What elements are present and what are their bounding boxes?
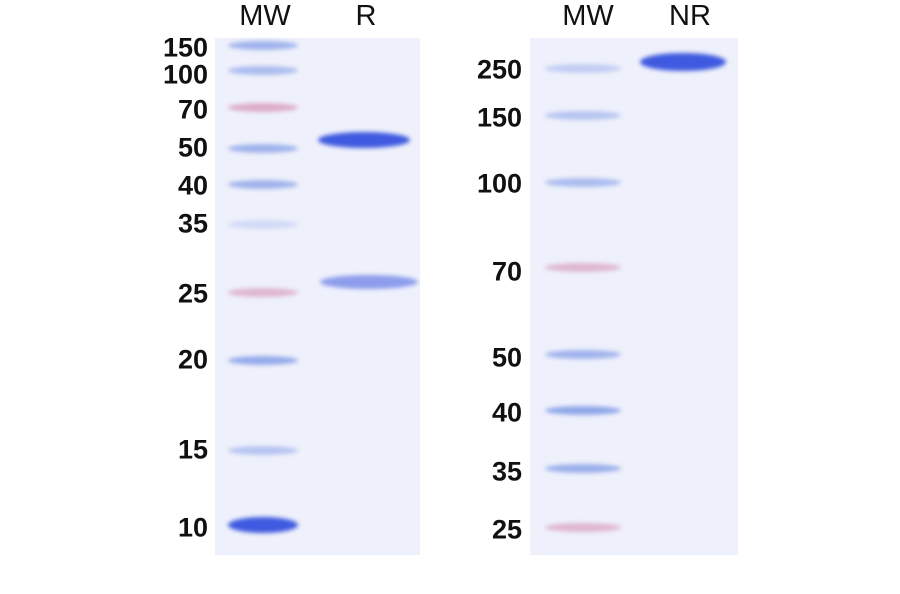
marker-band [228, 65, 298, 75]
marker-label: 70 [491, 256, 522, 287]
marker-label: 40 [491, 397, 522, 428]
marker-label: 40 [177, 170, 208, 201]
marker-label: 70 [177, 94, 208, 125]
lane-header-nr: NR [669, 0, 711, 32]
marker-label: 15 [177, 434, 208, 465]
marker-label: 100 [162, 59, 208, 90]
marker-band [545, 177, 621, 187]
marker-band [545, 63, 621, 73]
sample-band [640, 53, 726, 71]
lane-header-mw-left: MW [239, 0, 291, 32]
marker-label: 10 [177, 512, 208, 543]
marker-label: 150 [476, 102, 522, 133]
marker-band [228, 143, 298, 153]
marker-label: 50 [177, 132, 208, 163]
marker-band [228, 287, 298, 297]
sample-band [320, 275, 418, 289]
left-gel [215, 38, 420, 555]
marker-label: 20 [177, 344, 208, 375]
marker-label: 35 [177, 208, 208, 239]
marker-band [545, 262, 621, 272]
marker-label: 250 [476, 54, 522, 85]
marker-band [228, 219, 298, 229]
marker-label: 100 [476, 168, 522, 199]
marker-band [545, 349, 621, 359]
marker-band [228, 102, 298, 112]
marker-band [545, 405, 621, 415]
marker-band [228, 517, 298, 533]
marker-band [545, 463, 621, 473]
marker-band [545, 110, 621, 120]
marker-band [228, 445, 298, 455]
marker-label: 50 [491, 342, 522, 373]
sample-band [318, 132, 410, 148]
marker-label: 25 [491, 514, 522, 545]
lane-header-mw-right: MW [562, 0, 614, 32]
marker-label: 150 [162, 32, 208, 63]
marker-band [228, 40, 298, 50]
marker-band [545, 522, 621, 532]
lane-header-r: R [355, 0, 377, 32]
marker-label: 25 [177, 278, 208, 309]
marker-label: 35 [491, 456, 522, 487]
marker-band [228, 179, 298, 189]
marker-band [228, 355, 298, 365]
